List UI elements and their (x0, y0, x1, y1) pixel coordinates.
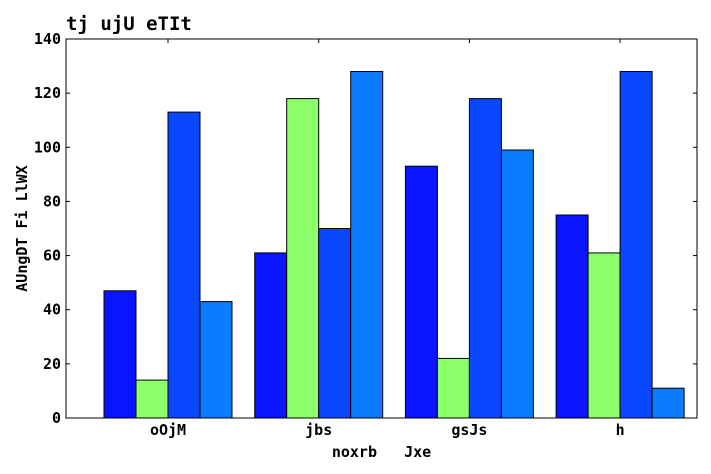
x-axis-label: noxrb Jxe (332, 443, 431, 461)
y-tick-label: 140 (34, 30, 61, 48)
x-tick-label: gsJs (451, 421, 487, 439)
y-tick-label: 100 (34, 138, 61, 156)
bar-h-series-2 (587, 252, 621, 419)
bar-gsJs-series-2 (436, 357, 470, 419)
bars-group (103, 71, 685, 419)
y-tick-label: 20 (43, 355, 61, 373)
y-tick-label: 40 (43, 301, 61, 319)
bar-oOjM-series-2 (135, 379, 169, 419)
ticks-group: oOjM jbs gsJs h 0 20 40 60 80 100 120 140 (34, 30, 697, 439)
bar-gsJs-series-1 (404, 165, 438, 419)
plot-frame (65, 38, 698, 419)
bar-jbs-series-2 (286, 98, 320, 419)
bar-h-series-1 (555, 214, 589, 419)
bar-gsJs-series-3 (468, 98, 502, 419)
bar-jbs-series-4 (350, 71, 384, 419)
y-tick-label: 0 (52, 409, 61, 427)
y-tick-label: 60 (43, 247, 61, 265)
bar-gsJs-series-4 (500, 149, 534, 419)
x-tick-label: jbs (305, 421, 332, 439)
bar-oOjM-series-3 (167, 111, 201, 419)
chart-title: tj ujU eTIt (66, 13, 192, 35)
y-tick-label: 120 (34, 84, 61, 102)
bar-h-series-3 (619, 71, 653, 419)
x-tick-label: h (616, 421, 625, 439)
bar-h-series-4 (651, 387, 685, 419)
y-axis-label: AUngDT Fi LlWX (13, 165, 31, 291)
bar-oOjM-series-1 (103, 290, 137, 419)
bar-jbs-series-3 (318, 228, 352, 419)
bar-oOjM-series-4 (199, 301, 233, 419)
bar-jbs-series-1 (254, 252, 288, 419)
x-tick-label: oOjM (150, 421, 186, 439)
y-tick-label: 80 (43, 192, 61, 210)
